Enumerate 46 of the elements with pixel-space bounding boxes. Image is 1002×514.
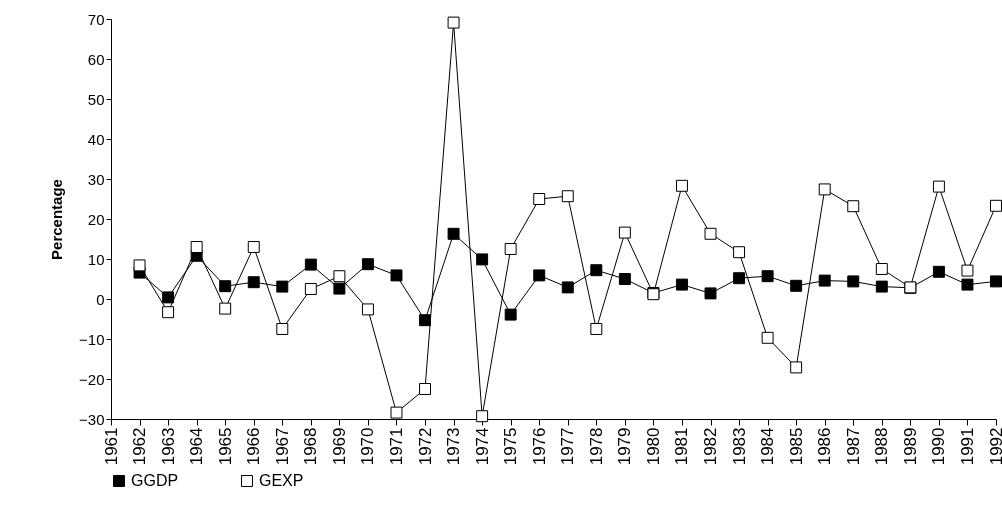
- x-tick-label: 1970: [358, 427, 378, 466]
- y-tick-label: 70: [87, 10, 105, 28]
- legend-label: GEXP: [259, 472, 304, 489]
- x-tick-label: 1990: [929, 427, 949, 466]
- x-tick-label: 1972: [415, 427, 435, 466]
- x-tick-label: 1988: [872, 427, 892, 466]
- y-tick-label: 40: [87, 130, 105, 148]
- y-tick-label: 60: [87, 50, 105, 68]
- x-tick-label: 1973: [444, 427, 464, 466]
- x-tick-label: 1984: [758, 427, 778, 466]
- x-tick-label: 1971: [386, 427, 406, 466]
- x-tick-label: 1962: [130, 427, 150, 466]
- x-tick-label: 1969: [329, 427, 349, 466]
- x-tick-label: 1963: [158, 427, 178, 466]
- x-tick-label: 1982: [701, 427, 721, 466]
- x-tick-label: 1987: [843, 427, 863, 466]
- y-tick-label: 10: [87, 250, 105, 268]
- x-tick-label: 1965: [215, 427, 235, 466]
- x-tick-label: 1986: [815, 427, 835, 466]
- x-tick-label: 1975: [501, 427, 521, 466]
- x-tick-label: 1983: [729, 427, 749, 466]
- x-tick-label: 1980: [643, 427, 663, 466]
- x-tick-label: 1979: [615, 427, 635, 466]
- x-tick-label: 1967: [272, 427, 292, 466]
- x-tick-label: 1968: [301, 427, 321, 466]
- x-tick-label: 1978: [586, 427, 606, 466]
- y-tick-label: 20: [87, 210, 105, 228]
- y-tick-label: 0: [96, 290, 105, 308]
- x-tick-label: 1992: [986, 427, 1002, 466]
- y-axis-title: Percentage: [48, 179, 66, 260]
- x-tick-label: 1989: [900, 427, 920, 466]
- x-tick-label: 1966: [244, 427, 264, 466]
- y-tick-label: 50: [87, 90, 105, 108]
- x-tick-label: 1961: [101, 427, 121, 466]
- x-tick-label: 1991: [957, 427, 977, 466]
- x-tick-label: 1985: [786, 427, 806, 466]
- x-tick-label: 1974: [472, 427, 492, 466]
- y-tick-label: −30: [79, 410, 105, 428]
- x-tick-label: 1964: [187, 427, 207, 466]
- x-tick-label: 1976: [529, 427, 549, 466]
- x-tick-label: 1981: [672, 427, 692, 466]
- y-tick-label: −10: [79, 330, 105, 348]
- y-tick-label: −20: [79, 370, 105, 388]
- x-tick-label: 1977: [558, 427, 578, 466]
- legend-label: GGDP: [131, 472, 179, 489]
- y-tick-label: 30: [87, 170, 105, 188]
